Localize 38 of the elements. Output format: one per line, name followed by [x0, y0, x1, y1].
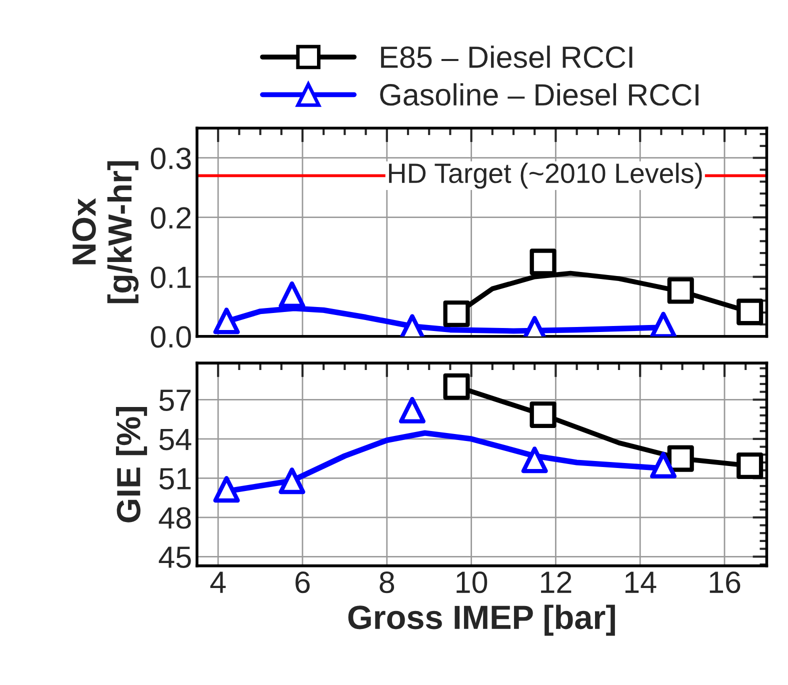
y-axis-title: NOx [g/kW-hr]	[72, 161, 139, 304]
y-tick-label: 54	[159, 428, 192, 450]
point	[398, 396, 426, 424]
ref-line-label: HD Target (~2010 Levels)	[389, 162, 702, 189]
point	[278, 281, 306, 308]
y-tick-label: 51	[159, 468, 191, 490]
point	[736, 298, 764, 326]
y-tick-label: 0.0	[150, 326, 191, 348]
x-tick-label: 8	[380, 571, 394, 594]
y-tick-label: 0.2	[150, 207, 191, 229]
y-tick-label: 48	[158, 507, 191, 529]
x-tick-label: 6	[296, 571, 310, 594]
x-tick-label: 10	[456, 571, 488, 594]
y-tick-label: 0.3	[150, 148, 191, 170]
point	[650, 312, 677, 336]
point	[443, 373, 470, 400]
y-tick-label: 57	[159, 390, 191, 412]
y-axis-title: GIE [%]	[116, 407, 148, 522]
x-tick-label: 4	[210, 572, 226, 593]
legend-label: E85 – Diesel RCCI	[381, 46, 632, 68]
point	[278, 468, 306, 494]
x-tick-label: 16	[710, 571, 740, 594]
point	[667, 445, 694, 472]
point	[521, 446, 548, 474]
point	[736, 452, 764, 480]
x-tick-label: 12	[541, 571, 572, 593]
point	[530, 401, 556, 428]
x-tick-label: 14	[625, 572, 656, 593]
point	[650, 452, 677, 478]
point	[530, 248, 556, 276]
point	[667, 277, 694, 304]
x-axis-title: Gross IMEP [bar]	[348, 604, 615, 636]
point	[213, 476, 240, 503]
y-tick-label: 0.1	[150, 266, 191, 288]
point	[213, 308, 240, 334]
legend-label: Gasoline – Diesel RCCI	[380, 83, 698, 106]
point	[443, 300, 470, 328]
y-tick-label: 45	[158, 546, 191, 568]
